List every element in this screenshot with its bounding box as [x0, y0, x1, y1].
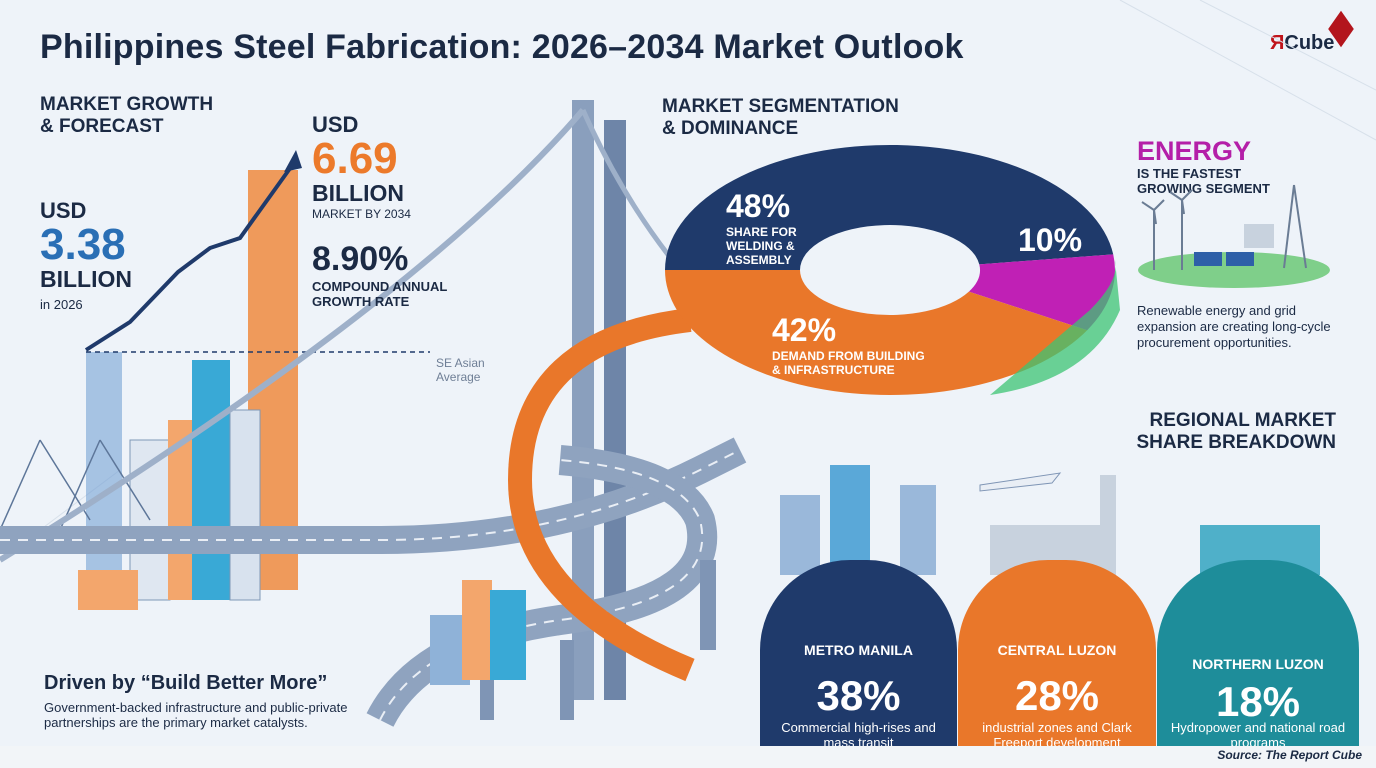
segmentation-donut-chart [665, 144, 1120, 395]
renewable-energy-illustration [1138, 184, 1330, 288]
footer-bar [0, 746, 1376, 768]
driver-description: Government-backed infrastructure and pub… [44, 700, 348, 730]
cagr-label-1: COMPOUND ANNUAL [312, 279, 448, 294]
start-value-block: USD 3.38 BILLION in 2026 [40, 198, 132, 312]
airplane-icon [979, 472, 1062, 492]
cagr-value: 8.90% [312, 240, 409, 278]
energy-segment-label: 10% [1018, 222, 1083, 258]
energy-heading: ENERGY [1137, 136, 1252, 166]
building-segment-label: 42% DEMAND FROM BUILDING & INFRASTRUCTUR… [772, 312, 925, 377]
energy-accent-band [990, 260, 1120, 395]
end-unit: BILLION [312, 180, 404, 206]
region-pct: 28% [1014, 672, 1100, 719]
end-value: 6.69 [312, 134, 398, 183]
cagr-label-2: GROWTH RATE [312, 294, 410, 309]
end-note: MARKET BY 2034 [312, 207, 411, 221]
start-unit: BILLION [40, 266, 132, 292]
driver-title: Driven by “Build Better More” [44, 672, 328, 694]
energy-description: Renewable energy and grid expansion are … [1137, 303, 1331, 350]
bar-2026 [86, 352, 122, 592]
trend-arrow-head [284, 150, 302, 172]
segmentation-heading: MARKET SEGMENTATION & DOMINANCE [662, 96, 899, 139]
regional-illustration [780, 465, 1320, 575]
welding-segment-label: 48% SHARE FOR WELDING & ASSEMBLY [726, 188, 797, 267]
welding-segment [665, 144, 1114, 270]
end-value-block: USD 6.69 BILLION MARKET BY 2034 [312, 112, 411, 221]
brand-logo: ЯCube [1270, 10, 1360, 58]
region-pct: 38% [816, 672, 901, 719]
growth-heading: MARKET GROWTH & FORECAST [40, 94, 214, 137]
building-segment [665, 270, 1088, 395]
start-usd-label: USD [40, 198, 87, 223]
region-card-metro-manila: METRO MANILA 38% Commercial high-rises a… [760, 560, 957, 750]
region-card-northern-luzon: NORTHERN LUZON 18% Hydropower and nation… [1157, 560, 1359, 750]
region-pct: 18% [1215, 678, 1301, 725]
page-title: Philippines Steel Fabrication: 2026–2034… [40, 28, 964, 66]
energy-segment [968, 254, 1115, 331]
source-credit: Source: The Report Cube [1217, 748, 1362, 762]
benchmark-label: SE Asian Average [436, 356, 485, 384]
region-card-central-luzon: CENTRAL LUZON 28% industrial zones and C… [958, 560, 1156, 750]
end-usd-label: USD [312, 112, 359, 137]
growth-trend-line [84, 158, 298, 352]
cagr-block: 8.90% COMPOUND ANNUAL GROWTH RATE [312, 240, 447, 309]
regional-heading: REGIONAL MARKET SHARE BREAKDOWN [1136, 410, 1337, 453]
start-note: in 2026 [40, 297, 83, 312]
start-value: 3.38 [40, 220, 126, 269]
